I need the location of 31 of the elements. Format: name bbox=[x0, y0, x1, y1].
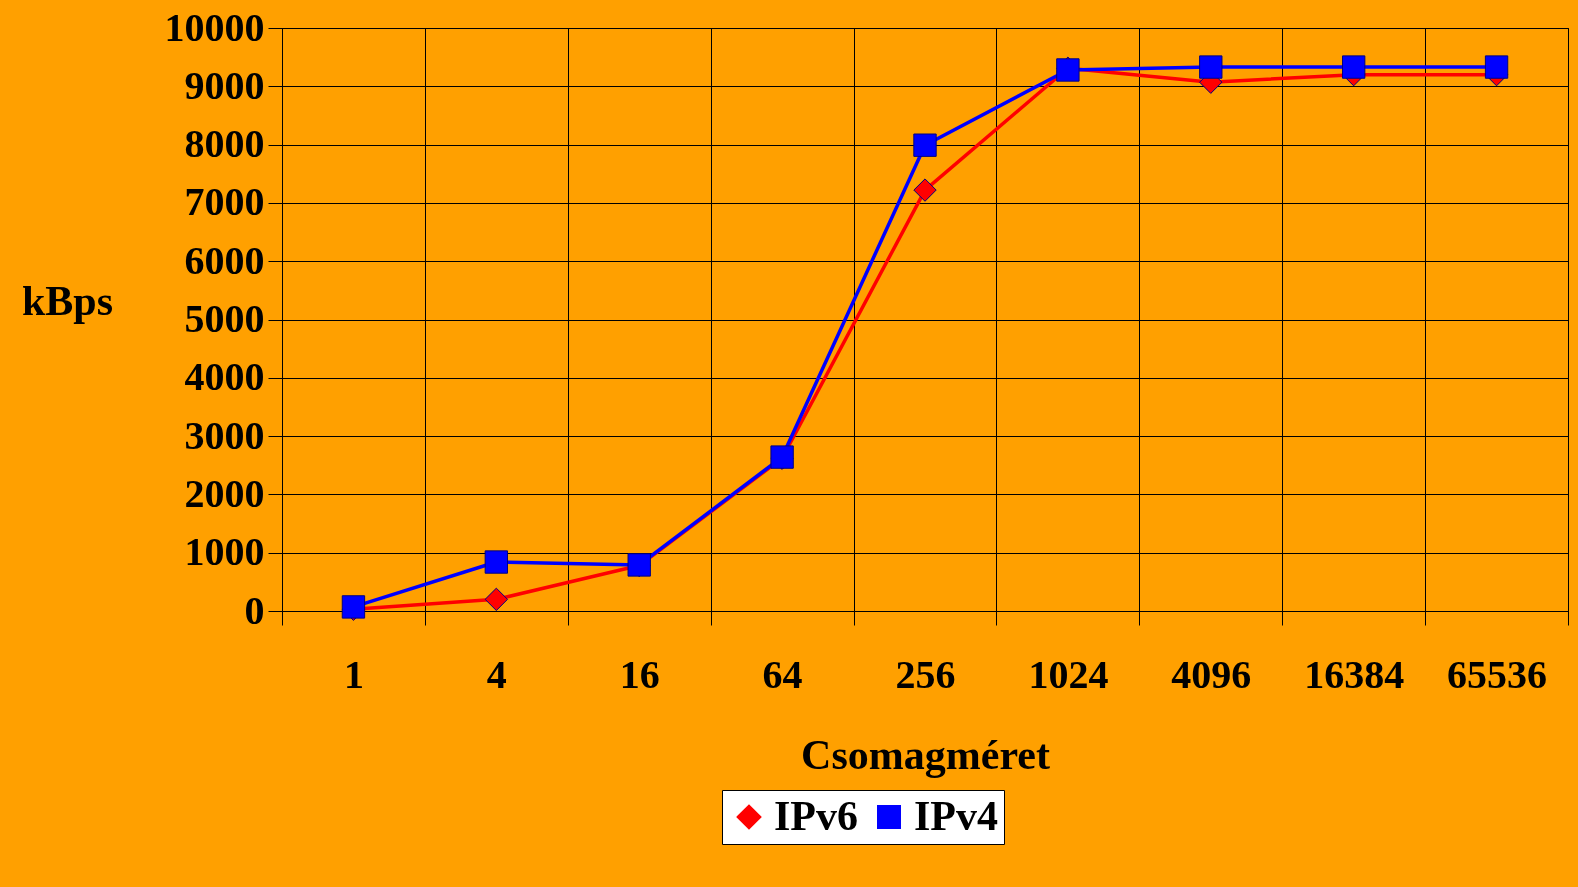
point bbox=[1484, 55, 1509, 79]
point bbox=[484, 587, 509, 612]
x-tick-label: 64 bbox=[762, 651, 803, 697]
y-tick-label: 1000 bbox=[184, 529, 265, 575]
legend-label: IPv6 bbox=[774, 793, 858, 839]
x-tick-label: 4096 bbox=[1171, 651, 1252, 697]
point bbox=[913, 178, 937, 202]
point bbox=[484, 550, 509, 574]
point bbox=[913, 133, 937, 157]
y-tick-label: 0 bbox=[244, 587, 265, 633]
y-tick-label: 7000 bbox=[184, 179, 265, 225]
y-tick-label: 6000 bbox=[184, 237, 265, 283]
x-axis-title: Csomagméret bbox=[801, 731, 1050, 778]
y-tick-label: 5000 bbox=[184, 296, 265, 341]
y-tick-label: 2000 bbox=[184, 470, 265, 516]
y-tick-label: 4000 bbox=[184, 354, 265, 400]
y-axis-title: kBps bbox=[21, 277, 114, 324]
point bbox=[1199, 55, 1223, 79]
x-tick-label: 1 bbox=[343, 651, 364, 697]
x-tick-label: 16 bbox=[619, 651, 660, 697]
point bbox=[1341, 55, 1366, 79]
x-tick-label: 1024 bbox=[1028, 651, 1109, 697]
y-tick-label: 8000 bbox=[184, 121, 265, 167]
x-tick-label: 256 bbox=[895, 651, 956, 697]
legend-label: IPv4 bbox=[914, 793, 998, 839]
y-tick-label: 9000 bbox=[184, 62, 265, 108]
y-tick-label: 3000 bbox=[184, 412, 265, 458]
x-tick-label: 16384 bbox=[1304, 651, 1405, 697]
y-tick-label: 10000 bbox=[164, 4, 265, 50]
x-tick-label: 65536 bbox=[1447, 651, 1548, 697]
x-tick-label: 4 bbox=[486, 651, 507, 697]
